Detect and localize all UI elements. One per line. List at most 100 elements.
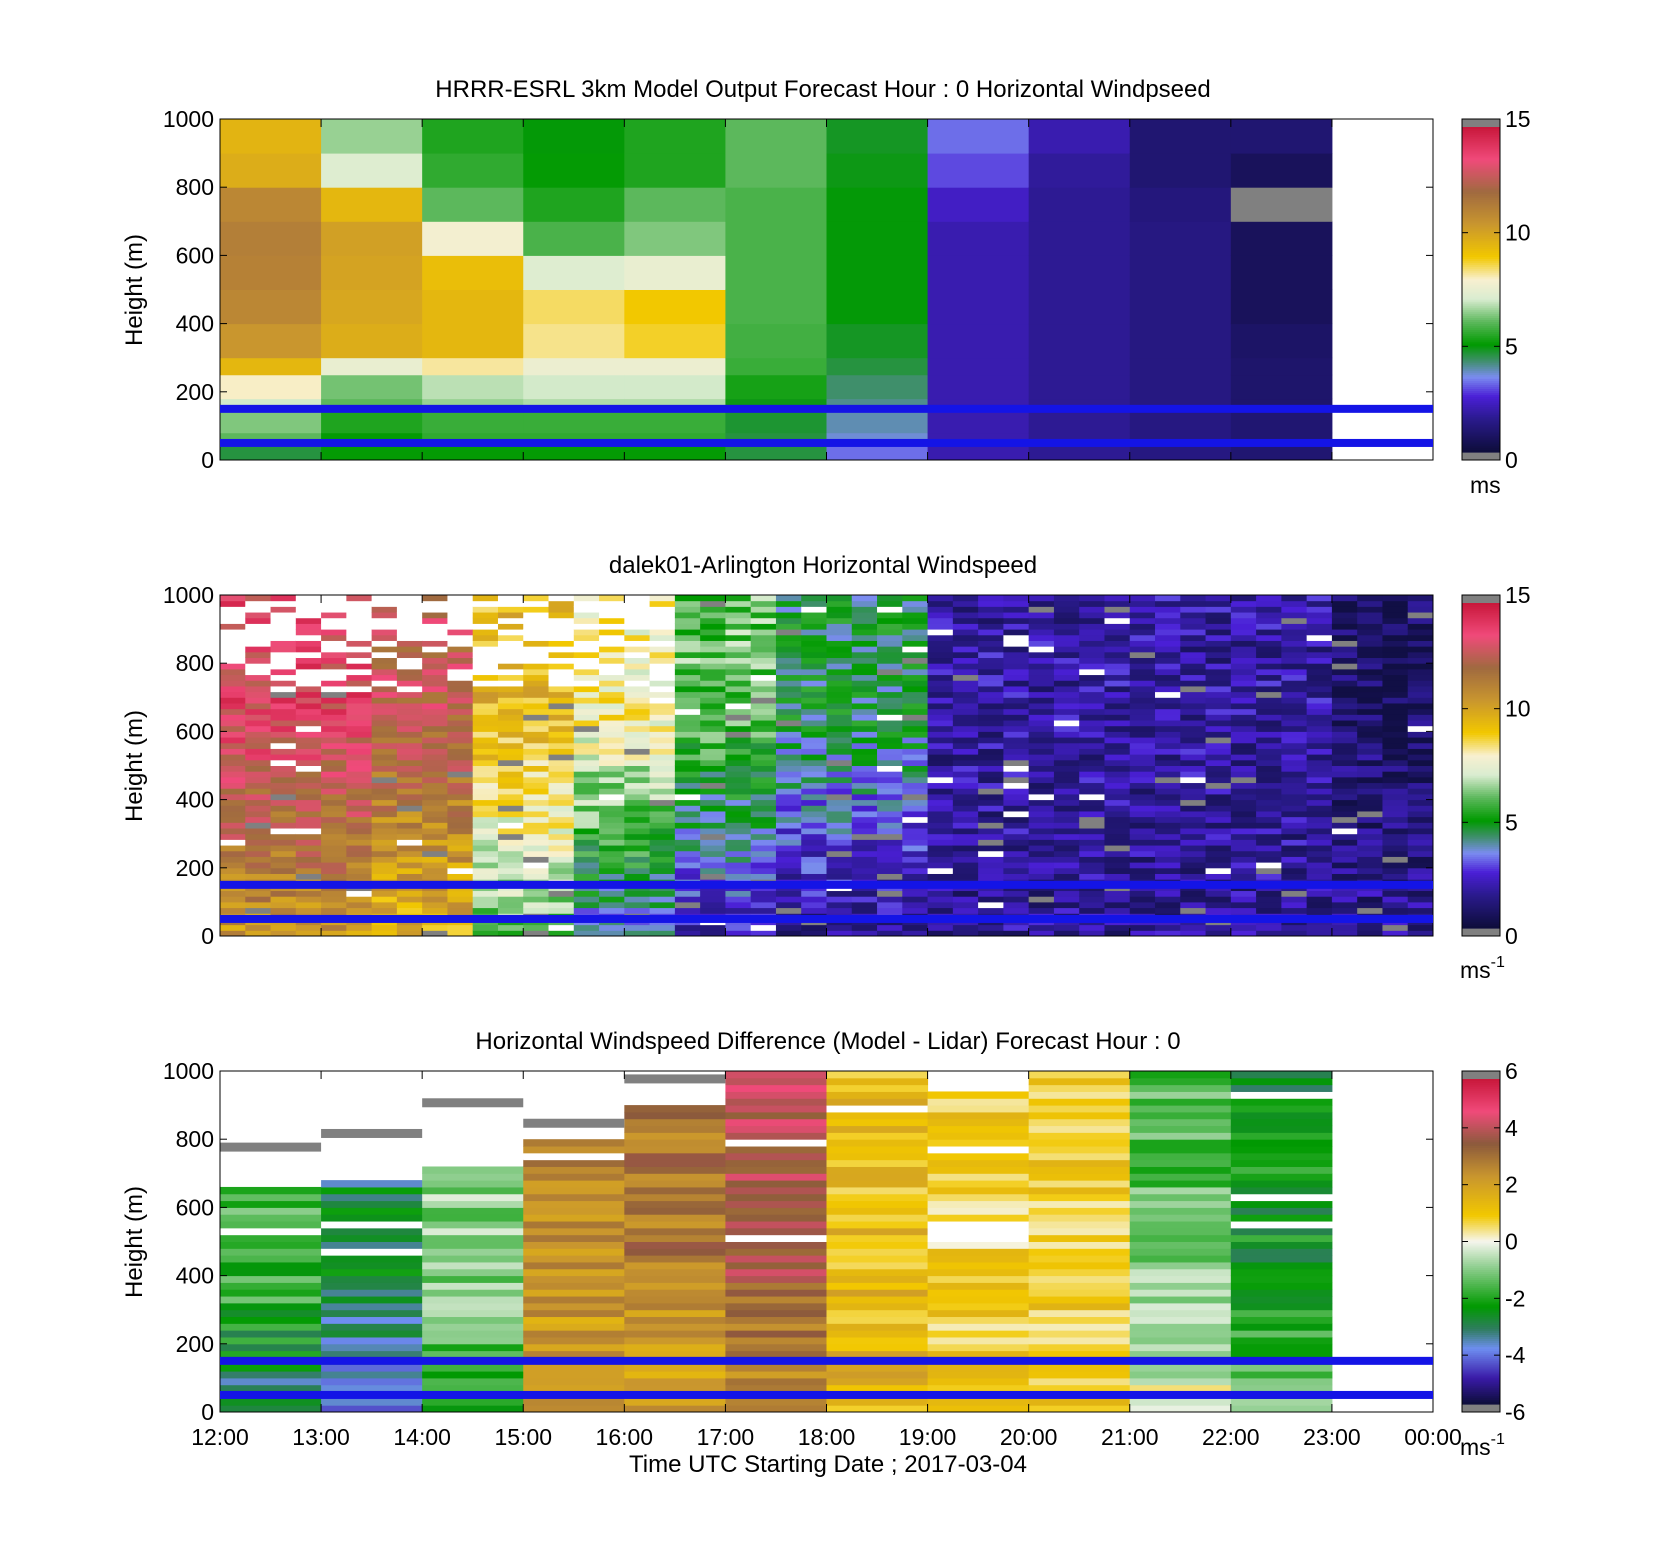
lidar-cell [927,850,954,857]
difference-cell [220,1193,322,1202]
lidar-cell [422,663,448,670]
difference-cell [1129,1384,1232,1393]
lidar-cell [1079,788,1105,795]
lidar-cell [725,697,752,704]
lidar-cell [1382,685,1409,693]
lidar-cell [1281,697,1308,704]
lidar-cell [624,691,651,698]
lidar-cell [270,651,297,659]
lidar-cell [1079,629,1105,636]
lidar-cell [1205,685,1232,693]
colorbar-segment [1462,1292,1500,1295]
lidar-cell [725,663,752,670]
lidar-cell [1053,742,1080,749]
colorbar-segment [1462,871,1500,874]
lidar-cell [548,822,575,829]
difference-cell [826,1296,929,1304]
lidar-cell [1129,595,1156,602]
lidar-cell [1357,805,1383,812]
lidar-cell [1003,731,1030,738]
colorbar-segment [1462,439,1500,443]
lidar-cell [1028,867,1055,874]
model-cell [624,398,726,410]
lidar-cell [548,828,575,835]
model-cell [422,446,524,461]
lidar-cell [877,862,903,869]
difference-cell [927,1207,1030,1215]
lidar-cell [851,731,878,738]
lidar-cell [902,606,929,613]
colorbar-segment [1462,419,1500,423]
lidar-cell [548,782,575,789]
difference-cell [523,1384,625,1393]
colorbar-segment [1462,1105,1500,1109]
colorbar-segment [1462,1265,1500,1269]
lidar-cell [801,725,827,732]
lidar-cell [1079,759,1105,766]
colorbar-segment [1462,334,1500,337]
lidar-cell [1129,663,1156,670]
lidar-cell [725,782,752,789]
colorbar-segment [1462,901,1500,905]
lidar-cell [1129,810,1156,818]
lidar-cell [1331,634,1358,641]
lidar-cell [851,674,878,681]
lidar-cell [1331,828,1358,835]
lidar-cell [573,595,600,602]
colorbar-segment [1462,751,1500,754]
lidar-cell [902,782,929,789]
lidar-cell [1357,907,1383,914]
lidar-cell [270,833,297,840]
difference-cell [1230,1343,1333,1352]
lidar-cell [245,697,272,704]
lidar-cell [523,629,550,636]
lidar-cell [1079,714,1105,721]
lidar-cell [1382,930,1409,937]
colorbar-segment [1462,653,1500,657]
lidar-cell [1256,850,1282,857]
colorbar-segment [1462,415,1500,419]
lidar-cell [1104,720,1131,727]
model-cell [826,357,929,376]
lidar-cell [1256,782,1282,789]
lidar-cell [1104,793,1131,801]
colorbar-segment [1462,372,1500,376]
lidar-cell [573,748,600,755]
lidar-cell [1155,651,1181,659]
lidar-cell [447,754,474,761]
lidar-cell [775,680,802,687]
lidar-cell [750,674,777,681]
lidar-cell [1205,862,1232,869]
lidar-cell [1281,623,1308,630]
lidar-cell [371,890,398,897]
lidar-cell [1129,759,1156,766]
model-cell [321,408,423,434]
model-cell [321,446,423,461]
lidar-cell [573,907,600,914]
lidar-cell [1180,782,1207,789]
lidar-cell [1053,862,1080,869]
lidar-cell [422,714,448,721]
lidar-cell [1104,725,1131,732]
lidar-cell [447,725,474,732]
lidar-cell [1306,924,1333,931]
colorbar-segment [1462,1324,1500,1328]
lidar-cell [548,850,575,857]
difference-cell [523,1159,625,1167]
lidar-cell [371,612,398,619]
lidar-cell [902,765,929,772]
lidar-cell [902,856,929,863]
lidar-cell [321,890,347,897]
lidar-cell [750,873,777,880]
lidar-cell [927,668,954,676]
difference-cell [826,1166,929,1174]
lidar-cell [422,600,448,607]
model-cell [523,357,625,376]
lidar-cell [447,788,474,795]
difference-cell [826,1186,929,1195]
lidar-cell [1180,668,1207,676]
lidar-cell [321,737,347,744]
lidar-cell [295,782,322,789]
lidar-cell [1230,731,1257,738]
lidar-cell [422,657,448,664]
